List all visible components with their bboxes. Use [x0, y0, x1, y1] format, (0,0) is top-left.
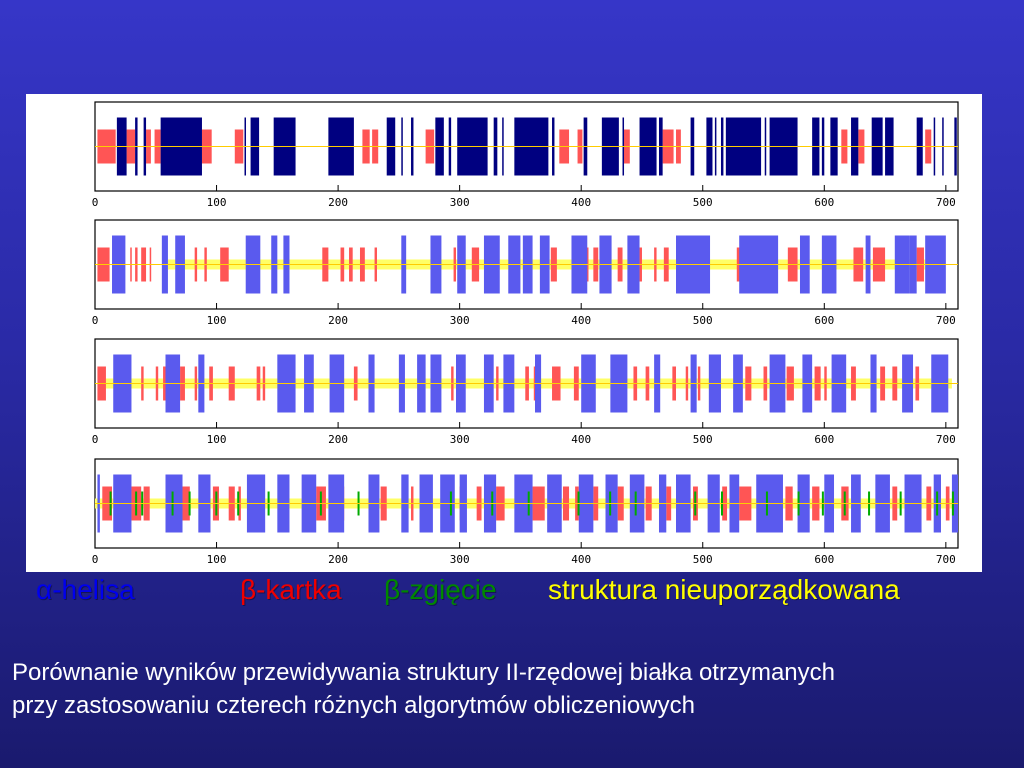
caption-line-2: przy zastosowaniu czterech różnych algor…: [12, 692, 695, 719]
x-tick-label: 700: [936, 553, 956, 566]
x-tick-label: 200: [328, 553, 348, 566]
x-tick-label: 600: [814, 433, 834, 446]
legend-alpha-label: -helisa: [52, 574, 135, 605]
x-tick-label: 200: [328, 433, 348, 446]
x-tick-label: 600: [814, 553, 834, 566]
legend-beta-bend-symbol: β: [384, 574, 401, 605]
x-tick-label: 100: [207, 314, 227, 327]
x-tick-label: 700: [936, 433, 956, 446]
x-tick-label: 0: [92, 314, 99, 327]
legend-random-coil: struktura nieuporządkowana: [548, 574, 900, 606]
x-tick-label: 0: [92, 433, 99, 446]
x-tick-label: 700: [936, 314, 956, 327]
x-tick-label: 200: [328, 314, 348, 327]
legend-beta-bend: β-zgięcie: [384, 574, 497, 606]
x-tick-label: 300: [450, 314, 470, 327]
legend-alpha-symbol: α: [36, 574, 53, 605]
x-tick-label: 100: [207, 433, 227, 446]
legend-beta-bend-label: -zgięcie: [400, 574, 497, 605]
x-tick-label: 500: [693, 553, 713, 566]
x-tick-label: 300: [450, 196, 470, 209]
legend-beta-sheet: β-kartka: [240, 574, 342, 606]
prediction-chart-panel: 0 100 200 300 400 500 600 700 0 100 200 300 400 500 60…: [26, 94, 982, 572]
legend-beta-sheet-symbol: β: [240, 574, 257, 605]
caption: Porównanie wyników przewidywania struktu…: [12, 656, 1012, 722]
legend-beta-sheet-label: -kartka: [256, 574, 342, 605]
x-tick-label: 600: [814, 196, 834, 209]
x-tick-label: 500: [693, 314, 713, 327]
x-tick-label: 700: [936, 196, 956, 209]
x-tick-label: 400: [571, 433, 591, 446]
x-tick-label: 0: [92, 553, 99, 566]
x-tick-label: 400: [571, 553, 591, 566]
caption-line-1: Porównanie wyników przewidywania struktu…: [12, 659, 835, 686]
x-tick-label: 600: [814, 314, 834, 327]
x-tick-label: 200: [328, 196, 348, 209]
x-tick-label: 100: [207, 196, 227, 209]
legend-alpha-helix: α-helisa: [36, 574, 135, 606]
x-tick-label: 400: [571, 196, 591, 209]
x-tick-label: 300: [450, 553, 470, 566]
x-tick-label: 500: [693, 433, 713, 446]
legend: α-helisa β-kartka β-zgięcie struktura ni…: [36, 574, 996, 610]
x-tick-label: 400: [571, 314, 591, 327]
x-tick-label: 500: [693, 196, 713, 209]
prediction-tracks-chart: 0 100 200 300 400 500 600 700 0 100 200 300 400 500 60…: [92, 101, 959, 566]
x-tick-label: 0: [92, 196, 99, 209]
x-tick-label: 100: [207, 553, 227, 566]
x-tick-label: 300: [450, 433, 470, 446]
legend-coil-label: struktura nieuporządkowana: [548, 574, 900, 605]
